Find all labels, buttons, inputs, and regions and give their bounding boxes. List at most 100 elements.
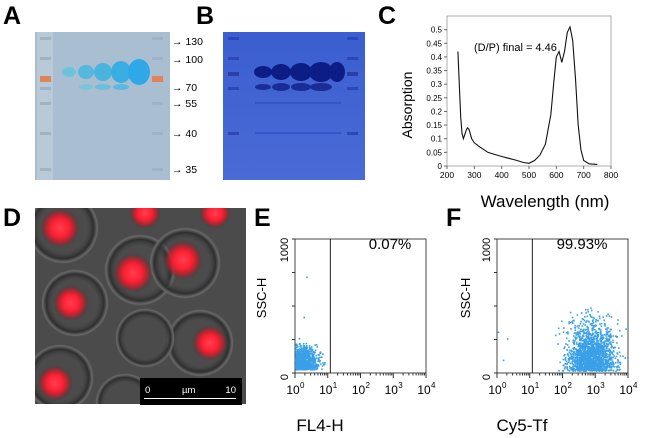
flow-point <box>312 357 315 360</box>
flow-point <box>581 318 584 320</box>
flow-point <box>309 364 311 367</box>
flow-point <box>602 352 604 355</box>
flow-point <box>567 361 570 364</box>
flow-point <box>567 332 569 335</box>
flow-point <box>573 348 575 351</box>
flow-point <box>302 359 304 361</box>
flow-point <box>565 337 568 340</box>
flow-point <box>577 369 579 372</box>
flow-point <box>584 364 586 367</box>
flow-point <box>596 336 599 338</box>
flow-e-ytick-1000: 1000 <box>279 238 291 262</box>
spectrum-xtick-label: 700 <box>577 170 591 180</box>
flow-point <box>318 365 320 367</box>
flow-point <box>598 363 600 365</box>
flow-point <box>596 346 598 348</box>
flow-point <box>598 365 600 368</box>
flow-point <box>606 352 608 355</box>
flow-point <box>600 354 603 356</box>
flow-point <box>590 324 593 327</box>
flow-point <box>588 353 590 356</box>
flow-point <box>601 349 603 352</box>
flow-point <box>585 352 588 354</box>
flow-point <box>295 367 298 370</box>
flow-point <box>601 364 603 366</box>
flow-point <box>602 355 605 357</box>
flow-point <box>576 365 579 368</box>
flow-point <box>596 369 598 371</box>
flow-point <box>607 331 610 333</box>
flow-point <box>594 351 596 354</box>
flow-point <box>591 324 594 327</box>
flow-point <box>565 360 568 363</box>
flow-f-ytick-0: 0 <box>481 374 493 380</box>
flow-point <box>571 350 574 353</box>
flow-point <box>603 348 605 351</box>
flow-point <box>609 335 611 338</box>
flow-point <box>307 351 309 354</box>
flow-point <box>572 352 575 355</box>
flow-point <box>611 361 614 363</box>
flow-point <box>564 353 566 356</box>
flow-point <box>308 356 310 359</box>
flow-point <box>589 356 591 358</box>
flow-point <box>588 348 590 350</box>
flow-point <box>596 332 599 334</box>
flow-point <box>303 355 306 358</box>
flow-point <box>574 353 577 355</box>
flow-point <box>599 345 602 348</box>
flow-point <box>585 343 587 345</box>
flow-point <box>298 353 301 356</box>
flow-point <box>298 337 301 340</box>
flow-point <box>305 345 308 347</box>
flow-point <box>582 354 585 356</box>
flow-point <box>612 362 614 364</box>
flow-point <box>572 353 575 356</box>
flow-point <box>601 347 603 350</box>
flow-point <box>566 368 568 370</box>
flow-point <box>296 350 299 353</box>
flow-point <box>299 348 301 350</box>
flow-point <box>602 358 605 360</box>
flow-e-xlabel: FL4-H <box>296 416 343 435</box>
flow-point <box>298 363 300 365</box>
flow-point <box>319 352 321 354</box>
flow-point <box>308 351 310 354</box>
flow-point <box>579 347 582 350</box>
spectrum-ytick-label: 0.4 <box>431 53 443 62</box>
flow-point <box>601 334 604 336</box>
flow-point <box>296 355 298 358</box>
flow-point <box>618 366 620 369</box>
flow-point <box>605 331 608 333</box>
flow-point <box>596 359 599 362</box>
flow-point <box>619 361 622 364</box>
flow-point <box>595 341 598 343</box>
flow-point <box>580 338 582 341</box>
scale-line <box>144 398 236 399</box>
flow-point <box>600 367 602 370</box>
flow-point <box>600 331 602 333</box>
flow-point <box>608 355 611 358</box>
flow-point <box>306 346 309 349</box>
flow-point <box>591 347 594 350</box>
flow-point <box>584 348 587 351</box>
flow-point <box>578 370 581 372</box>
flow-point <box>587 346 589 348</box>
flow-point <box>591 340 594 343</box>
flow-point <box>612 369 615 372</box>
flow-point <box>308 366 310 369</box>
flow-point <box>589 351 592 353</box>
flow-point <box>311 364 314 366</box>
flow-point <box>599 344 602 346</box>
flow-point <box>607 365 609 367</box>
flow-point <box>599 338 602 340</box>
absorption-spectrum-chart: Absorption Wavelength (nm) (D/P) final =… <box>399 15 618 211</box>
flow-point <box>594 325 596 327</box>
flow-point <box>302 368 304 370</box>
flow-plot-f: SSC-H Cy5-Tf 99.93% 1000 0 10 0 10 1 10 2 10 3 1… <box>458 236 637 435</box>
flow-point <box>592 327 594 329</box>
spectrum-ytick-label: 0.2 <box>431 107 443 116</box>
flow-point <box>581 325 584 327</box>
flow-point <box>580 351 582 354</box>
flow-point <box>575 363 577 365</box>
